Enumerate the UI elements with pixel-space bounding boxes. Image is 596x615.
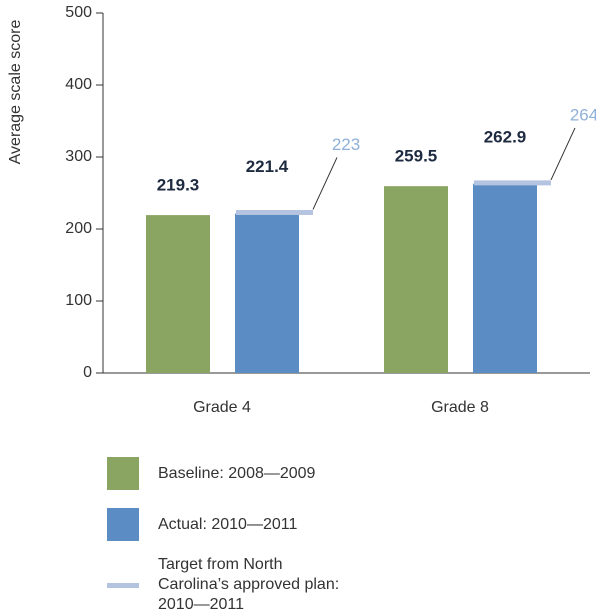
value-label: 221.4 (246, 157, 289, 176)
bar (473, 183, 537, 373)
bar (146, 215, 210, 373)
y-tick-label: 500 (65, 4, 92, 21)
y-tick-label: 0 (83, 364, 92, 381)
value-label: 259.5 (395, 147, 438, 166)
y-tick-label: 200 (65, 220, 92, 237)
chart: Average scale score 0 100 200 300 400 500 Grad… (7, 4, 596, 416)
legend-item: Target from North Carolina’s approved pl… (107, 555, 348, 615)
legend-swatch (107, 457, 139, 490)
value-label: 262.9 (484, 127, 527, 146)
legend-item: Actual: 2010—2011 (107, 508, 348, 541)
legend-swatch (107, 508, 139, 541)
legend-label: Target from North Carolina’s approved pl… (158, 556, 340, 613)
leader-line (550, 127, 576, 181)
y-tick-label: 100 (65, 292, 92, 309)
legend-swatch (107, 582, 139, 588)
value-label: 219.3 (157, 176, 200, 195)
y-tick-label: 400 (65, 76, 92, 93)
y-axis-label: Average scale score (7, 20, 24, 165)
x-tick-label: Grade 8 (431, 399, 489, 416)
bar (384, 186, 448, 373)
y-tick-label: 300 (65, 148, 92, 165)
legend-label: Actual: 2010—2011 (158, 515, 298, 533)
x-tick-label: Grade 4 (193, 399, 251, 416)
target-label: 223 (332, 135, 360, 154)
leader-line (312, 157, 338, 210)
bar (235, 213, 299, 373)
legend-item: Baseline: 2008—2009 (107, 457, 348, 490)
legend-label: Baseline: 2008—2009 (158, 464, 316, 482)
target-label: 264 (570, 105, 596, 124)
